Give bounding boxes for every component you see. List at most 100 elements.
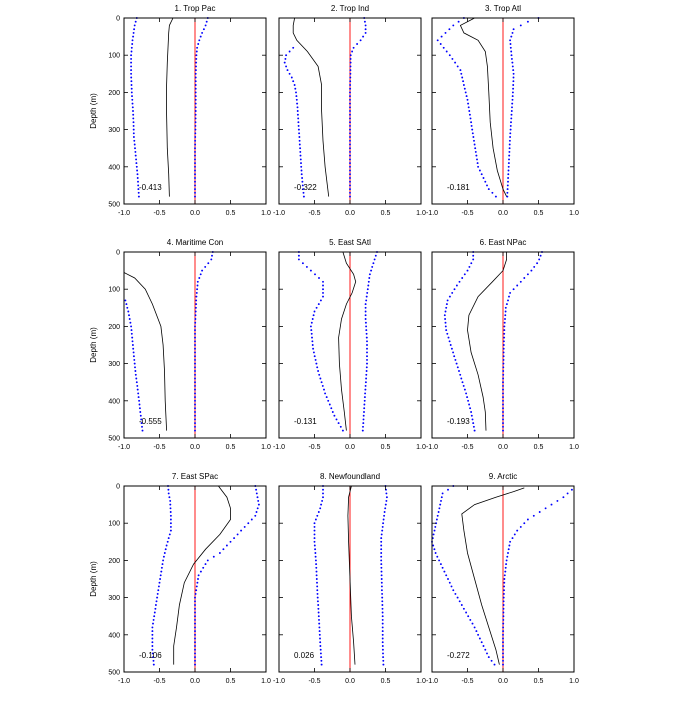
spread-point	[194, 648, 196, 651]
panel-title: 1. Trop Pac	[175, 4, 216, 13]
spread-point	[323, 388, 325, 391]
spread-point	[137, 188, 140, 191]
spread-point	[349, 173, 351, 176]
spread-point	[439, 563, 442, 566]
spread-point	[503, 574, 506, 577]
x-tick-label: 0.0	[190, 444, 200, 451]
spread-point	[320, 503, 323, 506]
spread-point	[135, 158, 138, 161]
spread-point	[471, 128, 474, 131]
spread-point	[194, 414, 196, 417]
spread-point	[503, 332, 506, 335]
spread-point	[320, 381, 323, 384]
y-tick-label: 500	[108, 436, 120, 443]
spread-point	[133, 139, 136, 142]
spread-point	[222, 548, 225, 551]
spread-point	[382, 659, 385, 662]
spread-point	[349, 165, 351, 168]
spread-point	[194, 630, 196, 633]
spread-point	[194, 154, 196, 157]
spread-point	[502, 626, 505, 629]
spread-point	[468, 265, 471, 268]
spread-point	[364, 388, 367, 391]
spread-point	[196, 581, 199, 584]
spread-point	[194, 336, 196, 339]
correlation-annotation: -0.322	[294, 183, 317, 192]
spread-point	[204, 265, 207, 268]
spread-point	[130, 72, 133, 75]
spread-point	[502, 425, 504, 428]
spread-point	[469, 407, 472, 410]
spread-point	[566, 492, 569, 495]
spread-point	[434, 552, 437, 554]
spread-point	[349, 84, 352, 86]
spread-point	[127, 310, 130, 313]
spread-point	[153, 611, 156, 614]
spread-point	[349, 95, 351, 98]
spread-point	[362, 414, 365, 417]
spread-point	[302, 188, 305, 191]
spread-point	[364, 314, 367, 317]
spread-point	[349, 180, 351, 183]
spread-point	[195, 57, 198, 60]
spread-point	[194, 69, 197, 72]
x-tick-label: 0.5	[381, 444, 391, 451]
spread-point	[194, 429, 196, 432]
spread-point	[131, 102, 134, 105]
spread-point	[295, 95, 298, 98]
spread-point	[509, 132, 512, 135]
spread-point	[458, 280, 461, 283]
spread-point	[452, 24, 455, 27]
spread-point	[138, 407, 141, 410]
spread-point	[365, 299, 368, 302]
spread-point	[154, 607, 157, 610]
spread-point	[298, 139, 301, 142]
spread-point	[504, 566, 507, 569]
spread-point	[131, 95, 133, 98]
spread-point	[317, 611, 320, 614]
spread-point	[435, 522, 438, 525]
series-lower-dots	[313, 485, 324, 666]
spread-point	[305, 265, 308, 268]
x-tick-label: 0.5	[226, 678, 236, 685]
panel-1: 1. Trop Pac -1.0 -0.5 0.0 0.5 1.0 0 100 200 300 40…	[89, 4, 271, 217]
y-tick-label: 300	[108, 361, 120, 368]
spread-point	[381, 622, 384, 625]
spread-point	[285, 65, 288, 68]
spread-point	[478, 169, 481, 172]
spread-point	[133, 28, 136, 31]
spread-point	[471, 622, 474, 625]
spread-point	[532, 514, 535, 517]
spread-point	[508, 544, 511, 547]
spread-point	[511, 91, 514, 94]
spread-point	[302, 191, 305, 194]
spread-point	[508, 158, 510, 161]
spread-point	[468, 403, 471, 406]
spread-point	[448, 295, 451, 298]
spread-point	[312, 347, 315, 350]
spread-point	[137, 191, 140, 194]
spread-point	[160, 566, 163, 569]
spread-point	[484, 180, 487, 183]
spread-point	[128, 318, 131, 320]
spread-point	[349, 132, 351, 135]
spread-point	[317, 303, 320, 306]
spread-point	[366, 340, 368, 343]
spread-point	[502, 656, 504, 659]
spread-point	[315, 574, 318, 577]
spread-point	[349, 195, 351, 198]
spread-point	[210, 258, 213, 261]
spread-point	[449, 344, 452, 346]
spread-point	[530, 269, 533, 272]
spread-point	[441, 492, 444, 495]
spread-point	[471, 418, 474, 421]
spread-point	[133, 143, 136, 146]
spread-point	[169, 525, 172, 528]
y-tick-label: 0	[116, 250, 120, 257]
correlation-annotation: 0.026	[294, 651, 315, 660]
spread-point	[454, 61, 457, 64]
spread-point	[508, 139, 511, 142]
y-tick-label: 0	[116, 16, 120, 23]
spread-point	[502, 622, 505, 625]
correlation-annotation: -0.131	[294, 417, 317, 426]
